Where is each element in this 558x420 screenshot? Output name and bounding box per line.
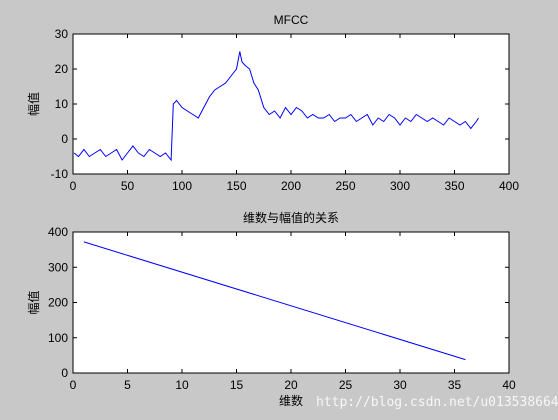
x-tick-label: 0 <box>70 179 77 193</box>
x-tick-label: 0 <box>70 378 77 392</box>
y-tick-label: 200 <box>48 296 68 310</box>
x-tick-label: 25 <box>339 378 353 392</box>
y-tick-label: 20 <box>55 62 69 76</box>
y-axis-label: 幅值 <box>26 290 41 314</box>
x-axis-label: 维数 <box>279 393 303 408</box>
y-tick-label: 400 <box>48 225 68 239</box>
x-tick-label: 100 <box>172 179 192 193</box>
x-tick-label: 40 <box>502 378 516 392</box>
x-tick-label: 15 <box>230 378 244 392</box>
x-tick-label: 35 <box>448 378 462 392</box>
y-tick-label: 10 <box>55 97 69 111</box>
y-tick-label: 300 <box>48 260 68 274</box>
y-tick-label: 100 <box>48 331 68 345</box>
plot-area <box>72 33 510 175</box>
x-tick-label: 20 <box>284 378 298 392</box>
x-tick-label: 300 <box>390 179 410 193</box>
watermark: http://blog.csdn.net/u013538664 <box>316 395 558 410</box>
y-tick-label: -10 <box>51 167 69 181</box>
x-tick-label: 150 <box>226 179 246 193</box>
series-line <box>83 241 466 361</box>
chart-title: 维数与幅值的关系 <box>243 210 339 225</box>
y-tick-label: 0 <box>61 366 68 380</box>
x-tick-label: 50 <box>121 179 135 193</box>
x-tick-label: 400 <box>499 179 519 193</box>
y-axis-label: 幅值 <box>26 92 41 116</box>
dimension-amplitude-axes: 0 5 10 15 20 25 30 35 400100200300400维数与幅值的关系幅值维… <box>26 210 516 408</box>
y-tick-label: 30 <box>55 27 69 41</box>
y-tick-label: 0 <box>61 132 68 146</box>
x-tick-label: 5 <box>124 378 131 392</box>
x-tick-label: 350 <box>444 179 464 193</box>
series-line <box>73 51 479 162</box>
chart-title: MFCC <box>274 13 309 27</box>
x-tick-label: 250 <box>335 179 355 193</box>
x-tick-label: 30 <box>393 378 407 392</box>
x-tick-label: 200 <box>281 179 301 193</box>
x-tick-label: 10 <box>175 378 189 392</box>
plot-area <box>72 231 510 374</box>
